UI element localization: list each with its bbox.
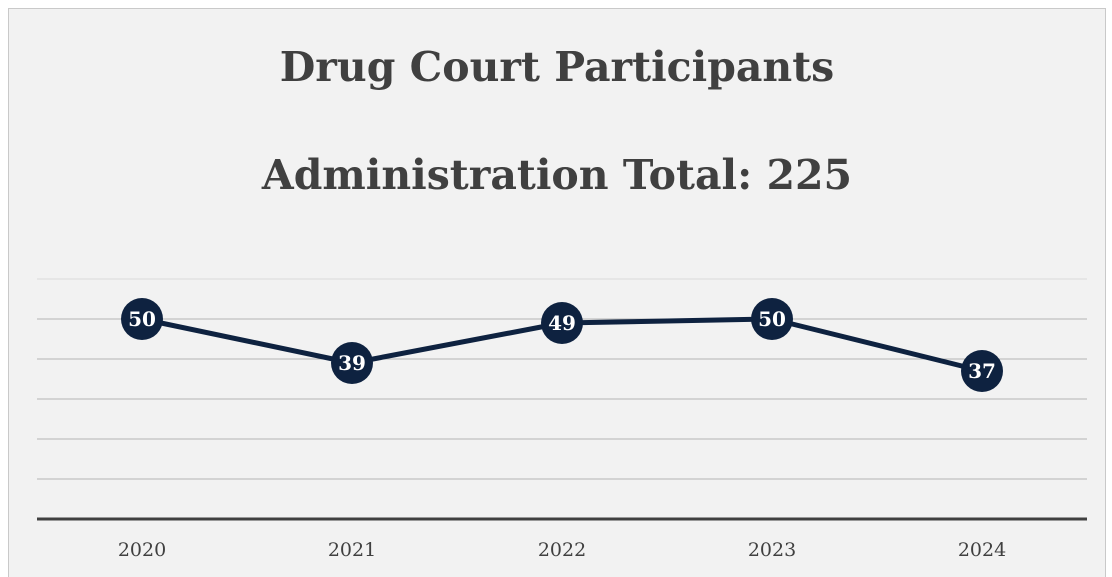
data-label: 39	[338, 351, 366, 375]
gridlines	[37, 278, 1087, 480]
x-tick-label: 2022	[538, 539, 586, 561]
data-label: 50	[758, 307, 786, 331]
data-point-marker	[331, 342, 373, 384]
data-label: 37	[968, 359, 996, 383]
data-point-marker	[751, 298, 793, 340]
chart-container: Drug Court Participants Administration T…	[8, 8, 1106, 577]
data-point-marker	[121, 298, 163, 340]
x-tick-label: 2024	[958, 539, 1006, 561]
data-label: 49	[548, 311, 576, 335]
data-point-marker	[541, 302, 583, 344]
chart-title: Drug Court Participants	[279, 43, 835, 91]
data-points: 50 39 49 50 37	[121, 298, 1003, 392]
x-tick-labels: 2020 2021 2022 2023 2024	[118, 539, 1006, 561]
data-label: 50	[128, 307, 156, 331]
x-tick-label: 2021	[328, 539, 376, 561]
data-point-marker	[961, 350, 1003, 392]
chart-subtitle: Administration Total: 225	[261, 151, 853, 199]
x-tick-label: 2023	[748, 539, 796, 561]
x-tick-label: 2020	[118, 539, 166, 561]
